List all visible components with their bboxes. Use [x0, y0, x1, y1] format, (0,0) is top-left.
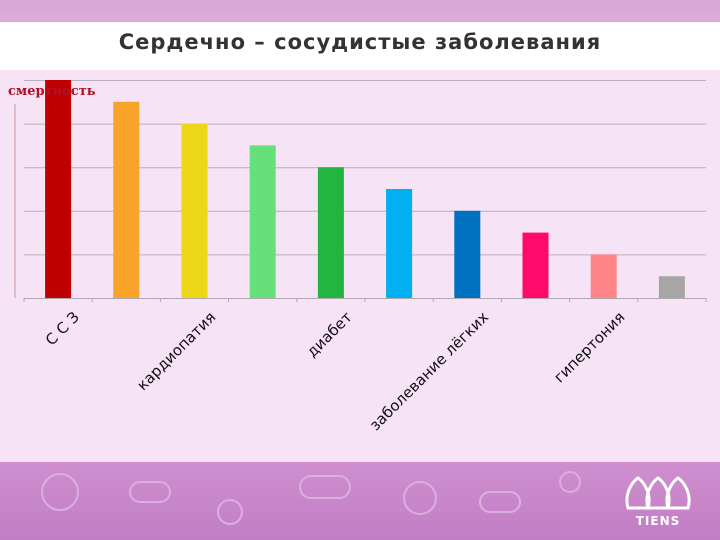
bar: [590, 254, 617, 298]
bar: [181, 123, 208, 298]
bar: [522, 232, 549, 298]
bar: [113, 101, 140, 298]
bar: [317, 167, 344, 298]
x-tick-label: диабет: [303, 308, 356, 361]
x-tick-label: гипертония: [550, 308, 628, 386]
bar: [454, 210, 481, 298]
bar: [658, 276, 685, 298]
x-tick-label: заболевание лёгких: [366, 308, 492, 434]
y-axis-label: смертность: [8, 84, 96, 99]
logo-text: TIENS: [635, 514, 681, 528]
bar: [249, 145, 276, 298]
tiens-logo: TIENS: [618, 474, 698, 534]
x-tick-label: С С З: [42, 308, 83, 349]
bar: [45, 80, 72, 298]
decorative-pattern: [41, 471, 581, 525]
tiens-logo-icon: [625, 476, 691, 510]
bar: [386, 189, 413, 298]
footer-band: TIENS: [0, 462, 720, 540]
x-tick-label: кардиопатия: [133, 308, 219, 394]
slide-title: Сердечно – сосудистые заболевания: [118, 30, 602, 54]
title-bar: [0, 22, 720, 70]
